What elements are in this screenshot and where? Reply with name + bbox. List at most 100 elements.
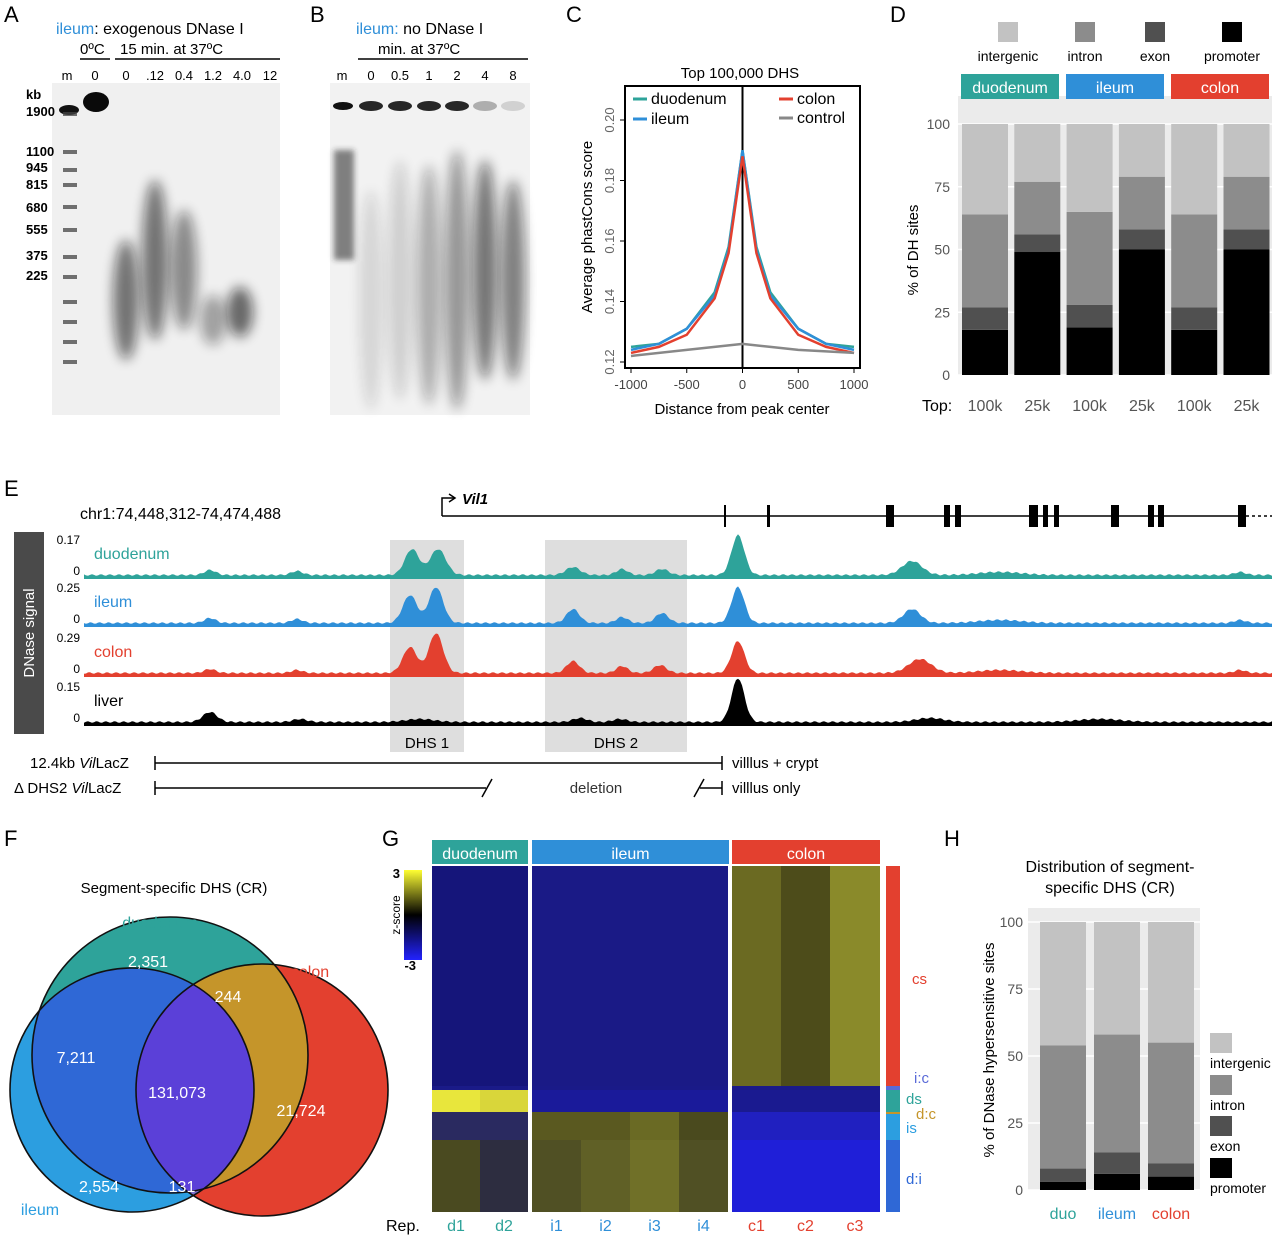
panel-h-ytick-label: 0 (1015, 1182, 1023, 1198)
gel-a-smear (142, 180, 168, 340)
panel-h-bar-exon (1040, 1168, 1086, 1182)
kb-label: kb (26, 87, 41, 102)
heatmap-col-i2: i2 (599, 1218, 612, 1235)
track-ileum (84, 586, 1272, 626)
panel-d-xprefix: Top: (922, 398, 952, 415)
construct-2-result: villlus only (732, 780, 801, 797)
gel-a-marker-0: 1900 (26, 104, 55, 119)
gel-b-lane-4: 2 (453, 68, 460, 83)
panel-d-xtick-label: 100k (1072, 398, 1108, 415)
gel-b-lane-3: 1 (425, 68, 432, 83)
gel-b-well (359, 101, 383, 111)
panel-d-ytick-label: 50 (934, 242, 950, 258)
panel-c-series-ileum (630, 150, 855, 352)
heatmap-cell (630, 866, 679, 1086)
gel-b-smear (473, 160, 497, 380)
zscore-label: z-score (389, 895, 403, 935)
gel-a-lane-4: 0.4 (175, 68, 193, 83)
exon-block (1029, 505, 1038, 527)
track-label-ileum: ileum (94, 594, 132, 611)
panel-h-xtick-duo: duo (1050, 1206, 1077, 1223)
heatmap-cell (581, 1090, 630, 1112)
heatmap-cell (532, 1090, 581, 1112)
panel-d-bar-promoter (1118, 249, 1165, 375)
track-label-colon: colon (94, 644, 132, 661)
gel-a-ladder-band (63, 275, 77, 279)
gel-a-lane-1: 0 (91, 68, 98, 83)
heatmap-col-i3: i3 (648, 1218, 661, 1235)
heatmap-cluster-label: d:c (916, 1106, 937, 1123)
track-max-duodenum: 0.17 (57, 533, 81, 547)
exon-block (955, 505, 961, 527)
heatmap-cell (732, 1090, 781, 1112)
panel-h-legend-swatch-intron (1210, 1075, 1232, 1095)
zscore-max: 3 (393, 866, 400, 881)
heatmap-cell (581, 866, 630, 1086)
gel-a-ladder-band (63, 205, 77, 209)
heatmap-cell (732, 1086, 781, 1090)
panel-c-plot: -1000 -500 0 500 1000 0.12 0.14 0.16 0.18 0.20 duo… (602, 86, 868, 392)
panel-h-plot: 0 25 50 75 100 duo ileum colon (1000, 908, 1200, 1223)
dhs1-label: DHS 1 (405, 735, 449, 752)
panel-d-xtick-label: 100k (1177, 398, 1213, 415)
exon-block (944, 505, 950, 527)
gel-a-marker-2: 945 (26, 160, 48, 175)
heatmap-cell (679, 1140, 728, 1212)
panel-h-title-1: Distribution of segment- (1026, 859, 1195, 876)
construct-2: Δ DHS2 VilLacZ (14, 780, 121, 797)
panel-h: H Distribution of segment- specific DHS … (944, 826, 1271, 1223)
gel-a-marker-6: 375 (26, 248, 48, 263)
gel-a-ladder-band (63, 320, 77, 324)
gel-a-well-0 (83, 92, 109, 112)
track-min-colon: 0 (73, 662, 80, 676)
gel-a-ladder-band (63, 360, 77, 364)
panel-a-letter: A (4, 2, 19, 27)
heatmap-cell (480, 1090, 528, 1112)
heatmap-cell (432, 866, 480, 1086)
panel-d-bar-promoter (1014, 252, 1061, 375)
panel-c-series-control (630, 342, 855, 358)
heatmap-cluster-bar (886, 1140, 900, 1212)
zscore-min: -3 (404, 958, 416, 973)
gel-a-lane-0: m (62, 68, 73, 83)
track-liver (84, 678, 1272, 725)
exon-block (724, 505, 726, 527)
heatmap-cell (432, 1140, 480, 1212)
heatmap-cell (432, 1112, 480, 1140)
panel-c-xlabel: Distance from peak center (654, 401, 829, 418)
track-max-colon: 0.29 (57, 631, 81, 645)
venn-count-d: 2,351 (128, 954, 168, 971)
panel-d-ytick-label: 100 (927, 116, 951, 132)
panel-d-bg (958, 96, 1272, 375)
venn-label-duodenum: duodenum (122, 915, 198, 932)
heatmap-cell (630, 1112, 679, 1140)
panel-c-ylabel: Average phastCons score (579, 141, 596, 313)
panel-h-xtick-colon: colon (1152, 1206, 1190, 1223)
gel-b-lane-6: 8 (509, 68, 516, 83)
signal-label-bar (14, 532, 44, 734)
locus-label: chr1:74,448,312-74,474,488 (80, 506, 281, 523)
panel-h-legend-swatch-promoter (1210, 1158, 1232, 1178)
gel-b-lane-2: 0.5 (391, 68, 409, 83)
panel-d-group-ileum: ileum (1096, 80, 1134, 97)
venn-label-colon: colon (291, 964, 329, 981)
heatmap-cell (532, 1112, 581, 1140)
panel-d-bar-intergenic (962, 124, 1008, 215)
panel-f-letter: F (4, 826, 17, 851)
panel-d-bar-intron (1171, 214, 1218, 308)
track-colon (84, 633, 1272, 676)
panel-a-cold-label: 0ºC (80, 41, 105, 58)
panel-d-bar-promoter (962, 329, 1008, 375)
panel-h-ytick-label: 100 (1000, 914, 1024, 930)
panel-g-letter: G (382, 826, 399, 851)
panel-d-legend-intron: intron (1067, 48, 1102, 64)
gel-a-lane-2: 0 (122, 68, 129, 83)
gel-a-ladder-band (63, 150, 77, 154)
exon-block (1054, 505, 1059, 527)
gel-b-smear (359, 190, 383, 410)
gel-a-ladder-band (63, 340, 77, 344)
heatmap-cell (781, 1140, 830, 1212)
gel-a-ladder-band (63, 228, 77, 232)
gel-b-well (388, 101, 412, 111)
